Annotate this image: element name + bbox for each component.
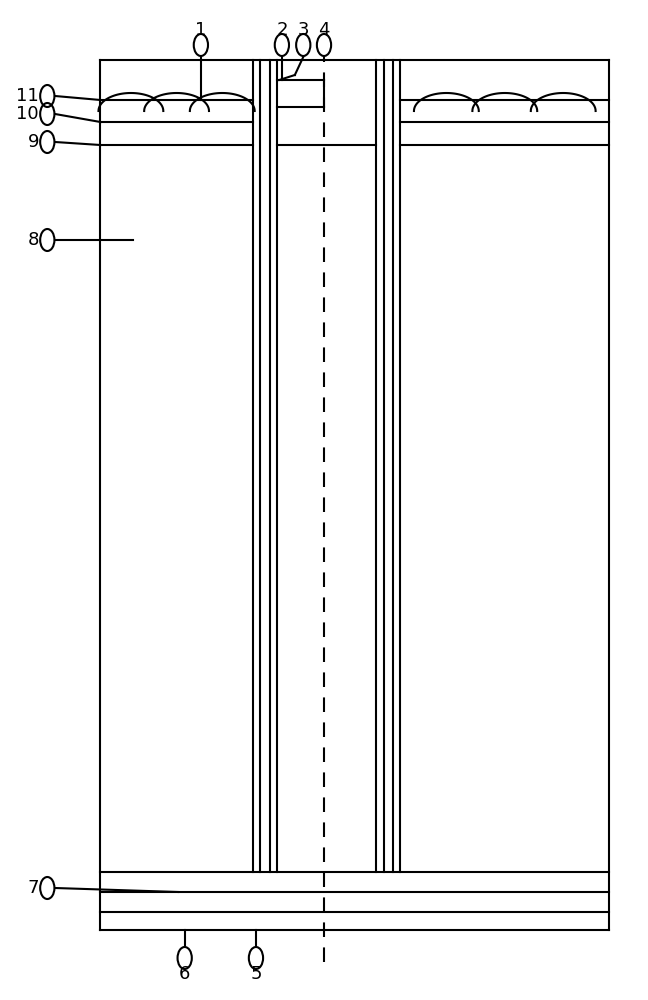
Text: 5: 5 — [250, 965, 262, 983]
Text: 8: 8 — [27, 231, 39, 249]
Text: 10: 10 — [16, 105, 39, 123]
Text: 2: 2 — [276, 21, 288, 39]
Text: 11: 11 — [16, 87, 39, 105]
Text: 4: 4 — [318, 21, 330, 39]
Text: 9: 9 — [27, 133, 39, 151]
Text: 6: 6 — [179, 965, 191, 983]
Text: 1: 1 — [195, 21, 207, 39]
Text: 3: 3 — [297, 21, 309, 39]
Text: 7: 7 — [27, 879, 39, 897]
